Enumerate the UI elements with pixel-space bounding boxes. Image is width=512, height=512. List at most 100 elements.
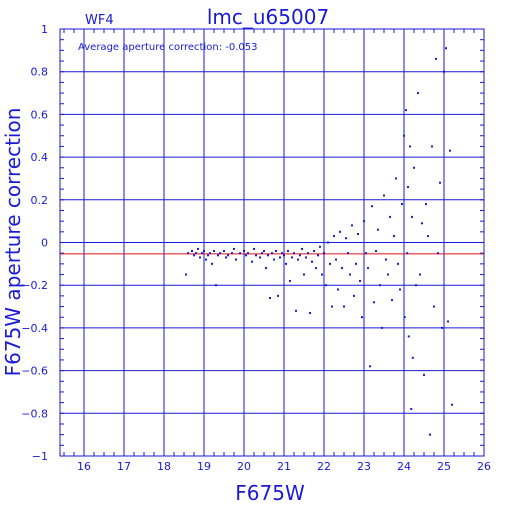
data-point [317,254,319,257]
data-point [449,149,451,152]
data-point [359,279,361,282]
data-point [357,232,359,235]
data-point [411,215,413,218]
data-point [231,252,233,255]
x-tick-label: 23 [357,460,371,473]
data-point [339,230,341,233]
data-point [185,273,187,276]
data-point [261,252,263,255]
data-points [185,47,453,436]
data-point [343,305,345,308]
data-point [383,194,385,197]
data-point [245,254,247,257]
y-tick-label: 0.8 [31,66,49,79]
y-tick-label: −0.6 [21,365,48,378]
data-point [281,252,283,255]
data-point [361,316,363,319]
tick-labels: 16 17 18 19 20 21 22 23 24 25 26 −1 −0.8 −0.6 −0.4 −0.2… [21,23,491,473]
data-point [279,256,281,259]
data-point [399,288,401,291]
data-point [315,267,317,270]
data-point [381,326,383,329]
data-point [191,250,193,253]
data-point [397,262,399,265]
data-point [367,267,369,270]
data-point [275,250,277,253]
data-point [265,267,267,270]
data-point [425,203,427,206]
data-point [371,205,373,208]
data-point [331,305,333,308]
data-point [401,203,403,206]
x-tick-label: 18 [157,460,171,473]
y-tick-label: −1 [32,450,48,463]
data-point [215,284,217,287]
data-point [211,262,213,265]
grid-lines [60,28,485,457]
data-point [395,177,397,180]
data-point [447,320,449,323]
x-axis-title: F675W [235,481,305,505]
data-point [345,237,347,240]
data-point [199,256,201,259]
data-point [406,252,409,255]
data-point [255,254,257,257]
data-point [243,250,245,253]
data-point [325,284,327,287]
data-point [197,247,199,250]
data-point [283,254,285,257]
data-point [227,254,229,257]
data-point [411,356,414,359]
data-point [233,247,235,250]
y-tick-label: 1 [41,23,48,36]
data-point [423,373,425,376]
data-point [341,267,343,270]
chart-title: lmc_u65007 [207,5,329,29]
x-tick-label: 25 [437,460,451,473]
data-point [351,224,353,227]
data-point [187,252,189,255]
y-tick-label: 0.4 [31,151,49,164]
x-tick-label: 21 [277,460,291,473]
data-point [209,252,211,255]
data-point [451,403,453,406]
data-point [295,309,297,312]
x-tick-label: 20 [237,460,251,473]
y-tick-label: 0 [41,237,48,250]
data-point [309,311,311,314]
data-point [321,273,323,276]
data-point [379,284,381,287]
data-point [329,262,331,265]
data-point [365,252,367,255]
data-point [217,254,219,257]
plot-frame [59,28,485,457]
data-point [375,250,377,253]
data-point [239,252,241,255]
data-point [291,256,293,259]
data-point [419,273,421,276]
data-point [421,222,423,225]
data-point [305,256,307,259]
data-point [347,252,349,255]
data-point [407,335,410,338]
data-point [223,250,225,253]
data-point [313,250,315,253]
y-axis-title: F675W aperture correction [1,108,25,377]
data-point [410,408,413,411]
data-point [311,260,313,263]
data-point [327,241,329,244]
data-point [259,256,261,259]
data-point [407,185,409,188]
data-point [427,235,429,238]
data-point [193,254,195,257]
y-tick-label: 0.6 [31,108,49,121]
data-point [333,235,335,238]
data-point [355,262,357,265]
data-point [385,258,387,261]
data-point [403,134,405,137]
x-tick-label: 17 [117,460,131,473]
data-point [369,365,371,368]
data-point [429,433,431,436]
y-tick-label: −0.8 [21,407,48,420]
data-point [269,297,271,300]
